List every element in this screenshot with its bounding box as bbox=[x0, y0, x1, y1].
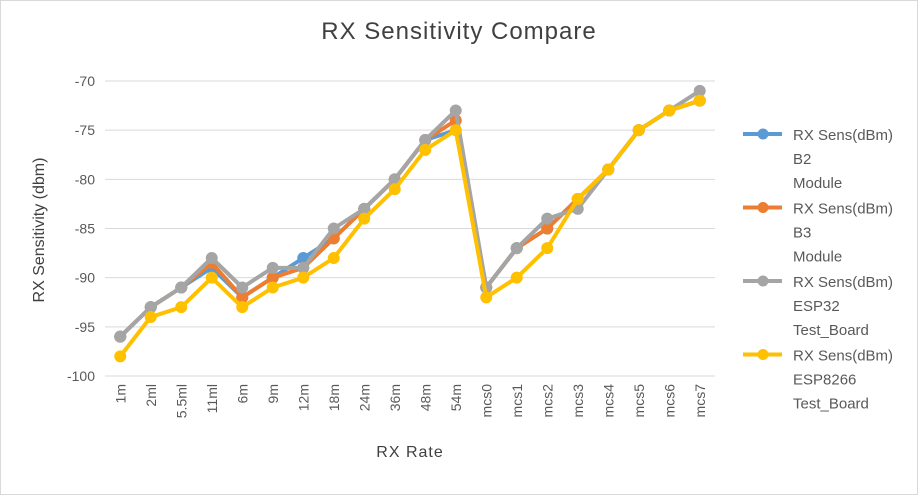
x-tick-label: 9m bbox=[265, 384, 281, 403]
legend-label: RX Sens(dBm) bbox=[793, 201, 893, 218]
legend-entry[interactable]: RX Sens(dBm) B2 Module bbox=[743, 127, 893, 192]
legend-label: Module bbox=[793, 249, 842, 266]
x-tick-label: mcs0 bbox=[478, 384, 494, 418]
legend-label: RX Sens(dBm) bbox=[793, 127, 893, 144]
x-tick-label: 1m bbox=[112, 384, 128, 403]
data-point bbox=[663, 104, 676, 117]
data-point bbox=[205, 271, 218, 284]
data-point bbox=[175, 281, 188, 294]
legend-swatch-marker bbox=[757, 275, 769, 287]
x-tick-label: 24m bbox=[356, 384, 372, 411]
y-tick-labels: -70 -75 -80 -85 -90 -95 -100 bbox=[67, 73, 95, 384]
x-tick-label: 2ml bbox=[143, 384, 159, 407]
legend-label: B2 bbox=[793, 151, 811, 168]
data-point bbox=[236, 301, 249, 314]
series-layer bbox=[114, 84, 706, 363]
x-tick-label: 48m bbox=[417, 384, 433, 411]
y-tick-label: -75 bbox=[75, 122, 95, 138]
data-point bbox=[480, 291, 493, 304]
series-line bbox=[118, 88, 702, 339]
y-tick-label: -95 bbox=[75, 319, 95, 335]
y-tick-label: -90 bbox=[75, 270, 95, 286]
series-3 bbox=[114, 84, 706, 343]
data-point bbox=[327, 252, 340, 264]
legend-label: B3 bbox=[793, 225, 811, 242]
legend-label: Test_Board bbox=[793, 322, 869, 339]
data-point bbox=[693, 94, 706, 107]
data-point bbox=[266, 261, 279, 274]
data-point bbox=[114, 330, 127, 343]
chart-title: RX Sensitivity Compare bbox=[321, 18, 597, 45]
x-tick-label: 5.5ml bbox=[173, 384, 189, 418]
legend-label: Module bbox=[793, 175, 842, 192]
data-point bbox=[541, 212, 554, 225]
series-line bbox=[118, 98, 702, 339]
data-point bbox=[510, 271, 523, 284]
data-point bbox=[327, 222, 340, 235]
legend-label: RX Sens(dBm) bbox=[793, 348, 893, 365]
data-point bbox=[175, 301, 188, 314]
x-tick-label: mcs6 bbox=[661, 384, 677, 418]
x-tick-label: 54m bbox=[448, 384, 464, 411]
x-tick-label: mcs7 bbox=[692, 384, 708, 418]
y-tick-label: -80 bbox=[75, 171, 95, 187]
data-point bbox=[419, 143, 432, 156]
data-point bbox=[358, 212, 371, 225]
x-tick-label: mcs1 bbox=[509, 384, 525, 418]
data-point bbox=[388, 183, 401, 196]
data-point bbox=[297, 271, 310, 284]
gridlines bbox=[105, 80, 715, 377]
legend-swatch-marker bbox=[757, 128, 769, 140]
x-tick-label: mcs5 bbox=[631, 384, 647, 418]
series-line bbox=[118, 98, 702, 359]
x-tick-label: mcs4 bbox=[600, 384, 616, 418]
legend-entry[interactable]: RX Sens(dBm) ESP32 Test_Board bbox=[743, 274, 893, 339]
series-line bbox=[118, 98, 702, 339]
data-point bbox=[510, 242, 523, 255]
data-point bbox=[602, 163, 615, 176]
legend-swatch-marker bbox=[757, 202, 769, 213]
y-tick-label: -85 bbox=[75, 221, 95, 237]
series-2 bbox=[114, 94, 706, 343]
data-point bbox=[571, 193, 584, 205]
legend[interactable]: RX Sens(dBm) B2 Module RX Sens(dBm) B3 Module… bbox=[743, 127, 893, 413]
x-tick-label: mcs3 bbox=[570, 384, 586, 418]
x-tick-label: 18m bbox=[326, 384, 342, 411]
data-point bbox=[632, 124, 645, 137]
legend-label: Test_Board bbox=[793, 396, 869, 413]
legend-label: ESP32 bbox=[793, 298, 840, 315]
x-tick-label: mcs2 bbox=[539, 384, 555, 418]
legend-entry[interactable]: RX Sens(dBm) ESP8266 Test_Board bbox=[743, 348, 893, 413]
data-point bbox=[541, 242, 554, 255]
y-tick-label: -70 bbox=[75, 73, 95, 89]
series-1 bbox=[114, 94, 706, 343]
data-point bbox=[205, 252, 218, 264]
legend-label: ESP8266 bbox=[793, 372, 856, 389]
x-tick-label: 6m bbox=[234, 384, 250, 403]
legend-entry[interactable]: RX Sens(dBm) B3 Module bbox=[743, 201, 893, 266]
data-point bbox=[144, 311, 157, 323]
data-point bbox=[114, 350, 127, 363]
x-tick-label: 12m bbox=[295, 384, 311, 411]
legend-label: RX Sens(dBm) bbox=[793, 274, 893, 291]
y-tick-label: -100 bbox=[67, 368, 95, 384]
x-tick-label: 36m bbox=[387, 384, 403, 411]
x-axis-title: RX Rate bbox=[376, 444, 444, 461]
data-point bbox=[449, 104, 462, 117]
data-point bbox=[266, 281, 279, 294]
data-point bbox=[449, 124, 462, 137]
x-tick-label: 11ml bbox=[204, 384, 220, 413]
data-point bbox=[236, 281, 249, 294]
series-4 bbox=[114, 94, 706, 363]
x-tick-labels: 1m 2ml 5.5ml 11ml 6m 9m 12m 18m 24m 36m 48m 54m mcs0… bbox=[112, 384, 708, 418]
legend-swatch-marker bbox=[757, 349, 769, 360]
